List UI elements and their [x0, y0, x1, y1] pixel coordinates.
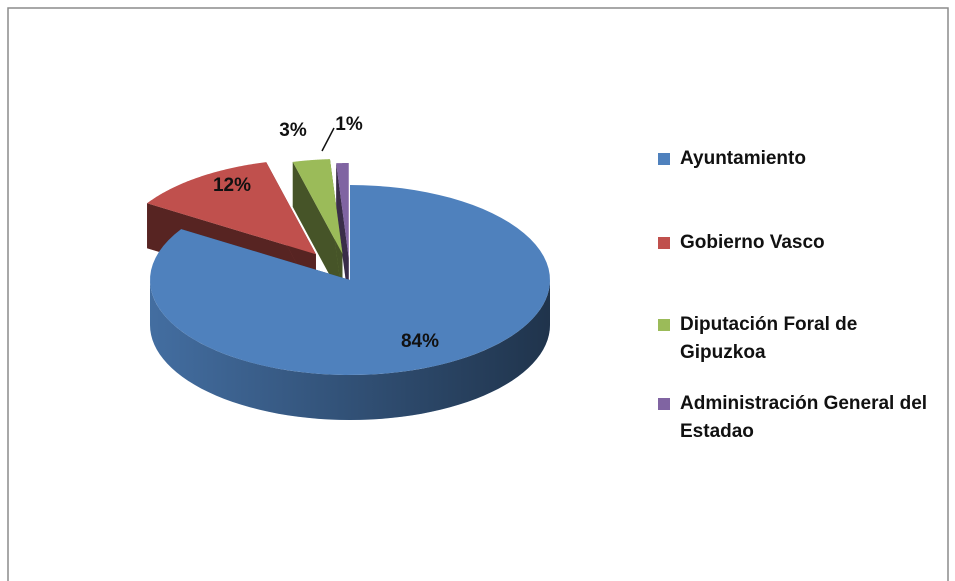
- pie-slice: [150, 185, 550, 420]
- data-label: 3%: [279, 120, 307, 141]
- legend-label: Administración General del Estadao: [680, 393, 928, 442]
- pie-slice: [336, 163, 349, 304]
- legend-swatch: [658, 398, 670, 410]
- data-label: 12%: [213, 175, 251, 196]
- legend-label: Diputación Foral de Gipuzkoa: [680, 314, 858, 363]
- slice-wall-shade: [292, 161, 343, 299]
- slice-top: [150, 185, 550, 375]
- leader-line: [321, 127, 335, 152]
- legend-label: Gobierno Vasco: [680, 232, 825, 253]
- legend-item: Administración General del Estadao: [658, 390, 948, 446]
- pie-slice: [292, 159, 343, 299]
- slice-wall-shade: [336, 163, 349, 304]
- data-label: 84%: [401, 331, 439, 352]
- legend-swatch: [658, 237, 670, 249]
- chart-frame: [7, 7, 949, 581]
- legend-label: Ayuntamiento: [680, 148, 806, 169]
- slice-top: [292, 159, 343, 254]
- slice-side-shade: [150, 280, 550, 420]
- legend-swatch: [658, 153, 670, 165]
- slice-top: [336, 163, 349, 259]
- slice-top: [147, 162, 316, 255]
- legend-swatch: [658, 319, 670, 331]
- legend-item: Diputación Foral de Gipuzkoa: [658, 311, 948, 367]
- data-label: 1%: [335, 114, 363, 135]
- legend-item: Gobierno Vasco: [658, 229, 948, 257]
- legend-item: Ayuntamiento: [658, 145, 948, 173]
